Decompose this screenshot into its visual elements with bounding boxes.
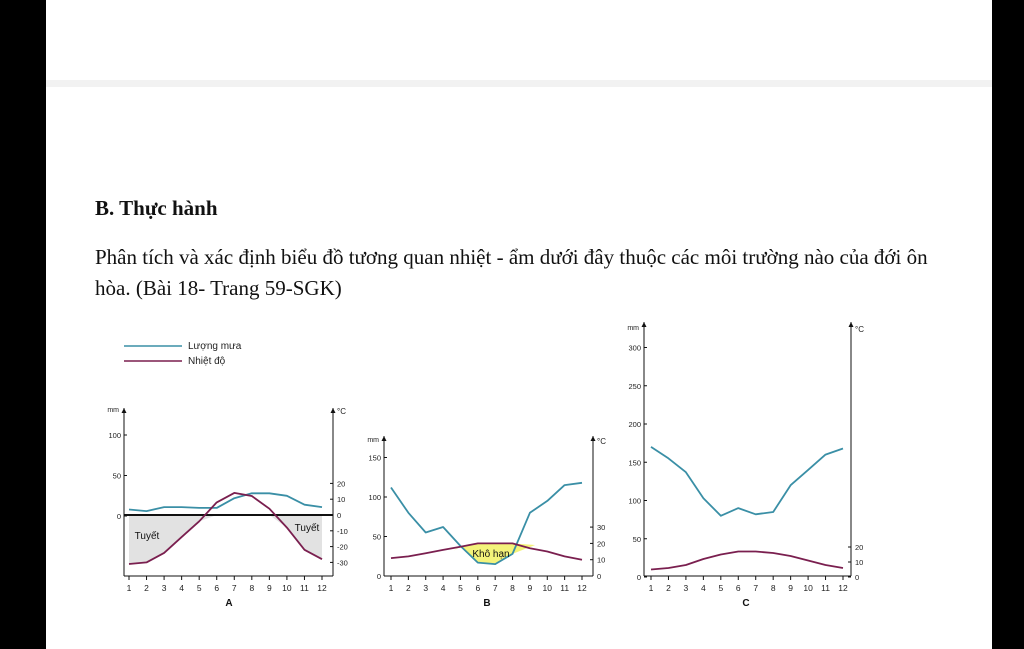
temp-tick-label: 10 (855, 558, 863, 567)
month-tick-label: 6 (736, 583, 741, 593)
rain-unit-label: mm (367, 437, 379, 444)
temp-unit-label: °C (337, 407, 346, 416)
rain-axis-arrow (641, 322, 647, 327)
legend-rain-label: Lượng mưa (188, 341, 242, 352)
month-tick-label: 4 (441, 583, 446, 593)
rain-axis-arrow (381, 436, 387, 441)
temp-axis-arrow (330, 408, 336, 413)
chart-letter: B (483, 598, 490, 609)
rain-tick-label: 0 (117, 512, 121, 521)
month-tick-label: 9 (528, 583, 533, 593)
dry-season-label: Khô hạn (472, 549, 509, 560)
section-heading: B. Thực hành (95, 196, 218, 220)
temp-tick-label: -20 (337, 543, 348, 552)
temp-tick-label: 10 (337, 495, 345, 504)
rain-line (390, 481, 583, 565)
chart-letter: C (742, 598, 749, 609)
rain-tick-label: 150 (368, 454, 381, 463)
month-tick-label: 11 (821, 583, 830, 593)
rain-axis-arrow (121, 408, 127, 413)
temp-unit-label: °C (855, 325, 864, 334)
temp-axis-arrow (590, 436, 596, 441)
month-tick-label: 9 (267, 583, 272, 593)
month-tick-label: 12 (838, 583, 848, 593)
rain-tick-label: 50 (113, 472, 121, 481)
month-tick-label: 7 (753, 583, 758, 593)
rain-tick-label: 300 (628, 344, 641, 353)
temp-line (650, 550, 844, 571)
month-tick-label: 5 (197, 583, 202, 593)
month-tick-label: 8 (771, 583, 776, 593)
temp-tick-label: -30 (337, 558, 348, 567)
month-tick-label: 8 (510, 583, 515, 593)
month-tick-label: 6 (475, 583, 480, 593)
temp-tick-label: 0 (597, 572, 601, 581)
rain-unit-label: mm (107, 407, 119, 414)
month-tick-label: 5 (458, 583, 463, 593)
month-tick-label: 6 (214, 583, 219, 593)
month-tick-label: 12 (317, 583, 327, 593)
rain-tick-label: 100 (628, 497, 641, 506)
rain-tick-label: 50 (633, 535, 641, 544)
temp-line (390, 542, 583, 561)
month-tick-label: 4 (179, 583, 184, 593)
temp-unit-label: °C (597, 437, 606, 446)
temp-tick-label: 10 (597, 556, 605, 565)
month-tick-label: 1 (127, 583, 132, 593)
month-tick-label: 10 (543, 583, 553, 593)
month-tick-label: 10 (282, 583, 292, 593)
temp-tick-label: 20 (337, 479, 345, 488)
rain-tick-label: 250 (628, 382, 641, 391)
temp-line (128, 492, 323, 565)
top-band (46, 0, 992, 87)
rain-tick-label: 200 (628, 420, 641, 429)
temp-tick-label: 20 (597, 539, 605, 548)
rain-tick-label: 100 (108, 431, 121, 440)
month-tick-label: 3 (423, 583, 428, 593)
month-tick-label: 11 (300, 583, 309, 593)
month-tick-label: 1 (389, 583, 394, 593)
month-tick-label: 12 (577, 583, 587, 593)
legend-temp-label: Nhiệt độ (188, 356, 226, 367)
question-text: Phân tích và xác định biểu đồ tương quan… (95, 245, 928, 300)
rain-tick-label: 150 (628, 458, 641, 467)
rain-tick-label: 50 (373, 533, 381, 542)
chart-letter: A (225, 598, 232, 609)
snow-label-right: Tuyết (295, 522, 320, 534)
snow-area (129, 515, 322, 564)
month-tick-label: 7 (232, 583, 237, 593)
temp-tick-label: 30 (597, 523, 605, 532)
rain-tick-label: 100 (368, 493, 381, 502)
month-tick-label: 2 (666, 583, 671, 593)
temp-tick-label: -10 (337, 527, 348, 536)
month-tick-label: 7 (493, 583, 498, 593)
rain-line (650, 446, 844, 517)
snow-label-left: Tuyết (135, 530, 160, 542)
month-tick-label: 10 (803, 583, 813, 593)
month-tick-label: 3 (684, 583, 689, 593)
month-tick-label: 2 (406, 583, 411, 593)
month-tick-label: 1 (649, 583, 654, 593)
month-tick-label: 2 (144, 583, 149, 593)
rain-tick-label: 0 (377, 572, 381, 581)
month-tick-label: 5 (718, 583, 723, 593)
temp-tick-label: 0 (855, 573, 859, 582)
month-tick-label: 9 (788, 583, 793, 593)
rain-unit-label: mm (627, 325, 639, 332)
temp-tick-label: 20 (855, 543, 863, 552)
rain-line (128, 492, 323, 512)
rain-tick-label: 0 (637, 573, 641, 582)
month-tick-label: 4 (701, 583, 706, 593)
temp-axis-arrow (848, 322, 854, 327)
month-tick-label: 8 (249, 583, 254, 593)
temp-tick-label: 0 (337, 511, 341, 520)
month-tick-label: 3 (162, 583, 167, 593)
month-tick-label: 11 (560, 583, 569, 593)
